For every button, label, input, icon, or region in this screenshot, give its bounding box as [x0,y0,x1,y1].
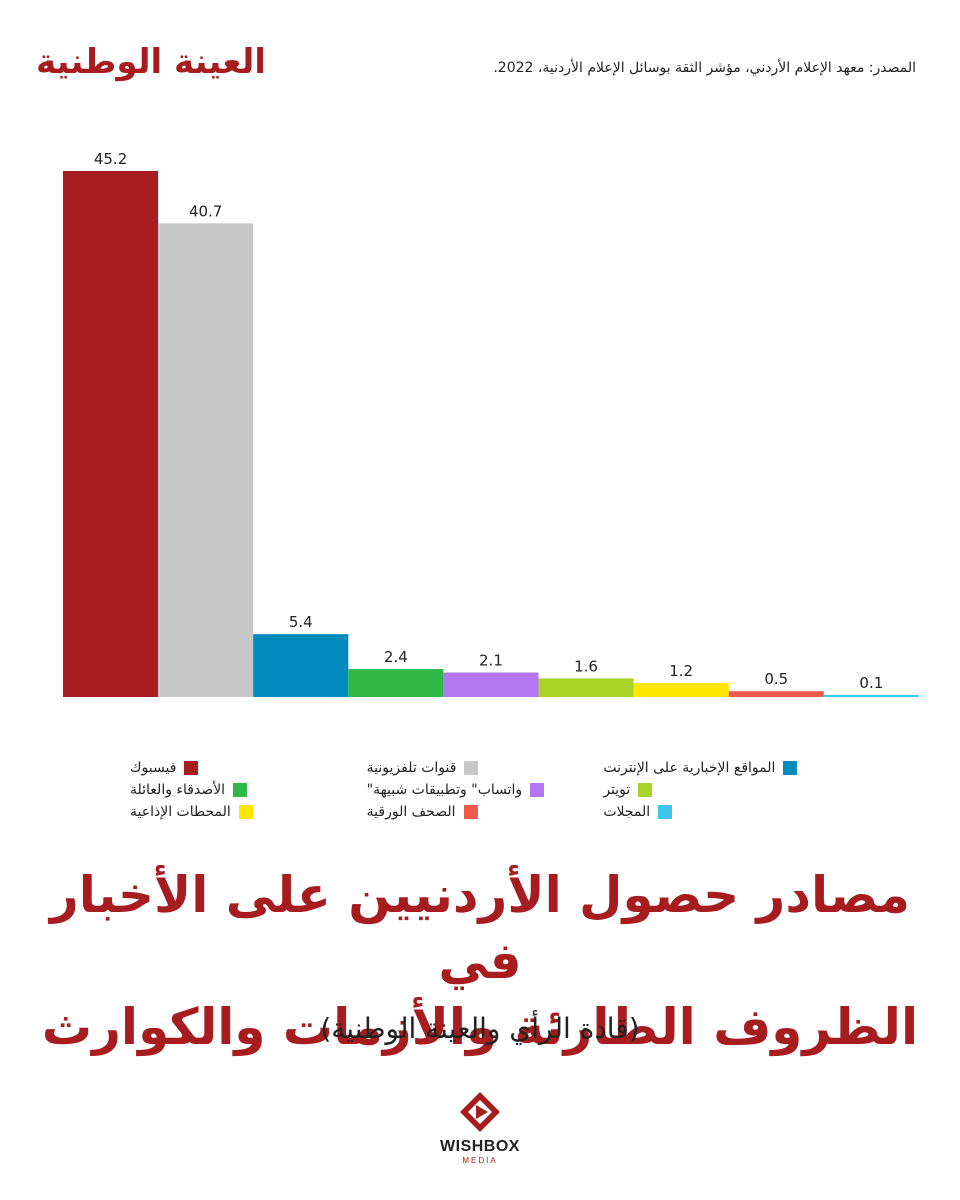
legend-swatch [233,783,248,797]
bar-8 [728,691,824,697]
legend-swatch [464,761,479,775]
bar-4 [348,669,444,697]
legend-label: المحطات الإذاعية [130,804,231,820]
bar-value-label-4: 2.4 [384,648,408,666]
bar-value-label-3: 5.4 [289,613,313,631]
legend-label: الصحف الورقية [366,804,456,820]
legend-item: قنوات تلفزيونية [367,760,594,776]
source-note: المصدر: معهد الإعلام الأردني، مؤشر الثقة… [493,60,916,76]
bar-chart: 45.2 40.7 5.4 2.4 2.1 1.6 1.2 0.5 0.1 [63,150,919,698]
bar-value-label-2: 40.7 [189,202,222,220]
bar-value-label-7: 1.2 [669,662,693,680]
chart-legend: فيسبوك قنوات تلفزيونية المواقع الإخبارية ع… [130,760,830,820]
legend-item: الصحف الورقية [367,804,594,820]
logo-sub: MEDIA [462,1156,498,1165]
legend-item: المواقع الإخبارية على الإنترنت [603,760,830,776]
bar-value-label-8: 0.5 [764,670,788,688]
legend-label: المجلات [603,804,651,820]
title-line-1: مصادر حصول الأردنيين على الأخبار في [49,866,911,990]
legend-item: المحطات الإذاعية [130,804,357,820]
legend-swatch [783,761,798,775]
bar-3 [253,634,349,697]
legend-swatch [463,805,478,819]
legend-label: واتساب" وتطبيقات شبيهة" [366,782,523,798]
legend-label: فيسبوك [130,760,177,776]
bar-7 [633,683,729,697]
bar-9 [823,695,919,697]
legend-swatch [530,783,545,797]
legend-swatch [238,805,253,819]
legend-item: الأصدقاء والعائلة [130,782,357,798]
sample-badge: العينة الوطنية [36,42,266,82]
legend-swatch [184,761,199,775]
bar-5 [443,672,539,697]
legend-item: تويتر [603,782,830,798]
page-title: مصادر حصول الأردنيين على الأخبار في الظر… [20,862,940,1060]
title-line-2: الظروف الطارئة والأزمات والكوارث [41,998,919,1056]
bar-value-label-5: 2.1 [479,652,503,670]
legend-label: الأصدقاء والعائلة [130,782,226,798]
legend-item: المجلات [603,804,830,820]
bar-2 [158,223,254,698]
legend-swatch [658,805,673,819]
legend-item: واتساب" وتطبيقات شبيهة" [367,782,594,798]
bar-6 [538,678,634,697]
legend-label: قنوات تلفزيونية [366,760,457,776]
legend-label: تويتر [603,782,631,798]
legend-item: فيسبوك [130,760,357,776]
wishbox-logo: WISHBOX MEDIA [430,1090,530,1170]
bar-1 [63,171,159,697]
page-subtitle: (قادة الرأي والعينة الوطنية) [320,1012,640,1045]
legend-swatch [638,783,653,797]
legend-label: المواقع الإخبارية على الإنترنت [603,760,776,776]
logo-name: WISHBOX [440,1138,520,1155]
wishbox-diamond-icon [460,1092,500,1132]
bar-value-label-1: 45.2 [94,150,127,168]
bar-value-label-6: 1.6 [574,657,598,675]
bar-value-label-9: 0.1 [859,674,883,692]
